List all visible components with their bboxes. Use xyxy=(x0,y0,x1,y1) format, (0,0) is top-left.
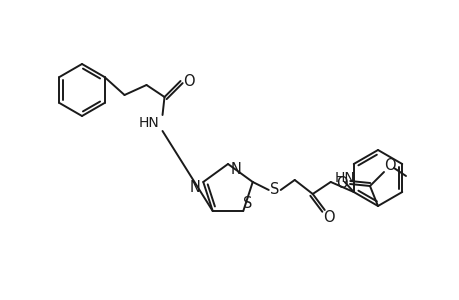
Text: O: O xyxy=(336,176,347,191)
Text: N: N xyxy=(190,181,200,196)
Text: S: S xyxy=(242,196,252,211)
Text: O: O xyxy=(182,74,194,88)
Text: N: N xyxy=(230,163,241,178)
Text: HN: HN xyxy=(334,171,354,185)
Text: S: S xyxy=(269,182,279,197)
Text: O: O xyxy=(383,158,395,173)
Text: O: O xyxy=(322,211,334,226)
Text: HN: HN xyxy=(138,116,158,130)
